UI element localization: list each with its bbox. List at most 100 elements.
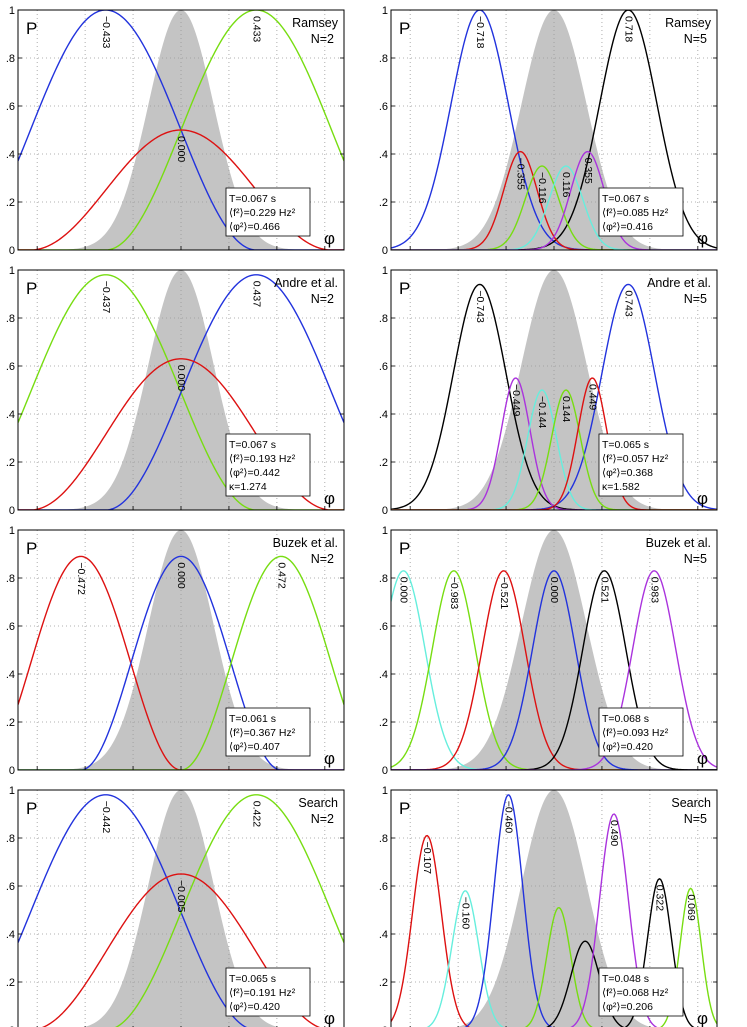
n-label: N=2	[311, 292, 334, 306]
peak-label: 0.355	[582, 158, 594, 184]
stats-line: ⟨φ²⟩=0.420	[229, 1001, 280, 1013]
y-tick-label: .4	[6, 669, 15, 681]
series-line-green	[18, 555, 344, 770]
stats-line: ⟨f²⟩=0.085 Hz²	[602, 207, 669, 219]
stats-box	[225, 433, 311, 497]
y-tick-label: .4	[379, 149, 388, 161]
stats-line: ⟨φ²⟩=0.466	[229, 221, 280, 233]
stats-line: κ=1.274	[229, 481, 267, 493]
peak-label: −0.718	[474, 16, 486, 49]
series-line-cyan	[391, 165, 717, 250]
peak-label: 0.069	[685, 894, 697, 920]
y-tick-label: .2	[6, 717, 15, 729]
series-line-blue	[18, 274, 344, 510]
peak-label: −0.442	[100, 801, 112, 834]
y-tick-label: 0	[382, 1025, 388, 1027]
series-line-red	[18, 555, 344, 770]
peak-label: −0.160	[460, 897, 472, 930]
y-axis-label: P	[399, 279, 410, 298]
peak-label: 0.437	[250, 281, 262, 307]
peak-label: 0.144	[560, 396, 572, 422]
n-label: N=5	[684, 32, 707, 46]
chart-panel: −0.442 0.422 −0.005 0 .2 .4 .6 .8 1Pφ Search N=2 T=…	[6, 785, 345, 1027]
stats-line: T=0.065 s	[602, 439, 649, 451]
peak-label: 0.000	[175, 365, 187, 391]
n-label: N=5	[684, 552, 707, 566]
chart-panel: −0.472 0.000 0.472 0 .2 .4 .6 .8 1Pφ Buzek et al.…	[6, 525, 345, 777]
stats-box	[598, 707, 684, 757]
series-line-green	[115, 794, 344, 1027]
y-tick-label: 1	[382, 5, 388, 17]
y-tick-label: .4	[379, 669, 388, 681]
y-tick-label: 1	[9, 265, 15, 277]
x-axis-label: φ	[697, 489, 708, 508]
stats-line: ⟨φ²⟩=0.442	[229, 467, 280, 479]
stats-line: T=0.068 s	[602, 713, 649, 725]
series-line-purple	[391, 570, 717, 770]
y-tick-label: .2	[379, 977, 388, 989]
series-line-green	[391, 389, 717, 510]
peak-label: −0.743	[474, 290, 486, 323]
y-tick-label: .8	[379, 53, 388, 65]
peak-label: 0.433	[250, 16, 262, 42]
y-tick-label: .4	[6, 149, 15, 161]
peak-label: 0.422	[250, 801, 262, 827]
peak-label: −0.005	[175, 880, 187, 913]
stats-box	[598, 433, 684, 497]
y-axis-label: P	[399, 799, 410, 818]
peak-label: 0.449	[587, 384, 599, 410]
stats-line: ⟨f²⟩=0.229 Hz²	[229, 207, 296, 219]
stats-line: T=0.048 s	[602, 973, 649, 985]
stats-line: ⟨f²⟩=0.193 Hz²	[229, 453, 296, 465]
y-tick-label: 1	[9, 785, 15, 797]
x-axis-label: φ	[324, 489, 335, 508]
y-tick-label: 0	[9, 765, 15, 777]
peak-label: −0.144	[536, 396, 548, 429]
y-tick-label: 1	[382, 265, 388, 277]
y-tick-label: 1	[9, 525, 15, 537]
x-axis-label: φ	[697, 749, 708, 768]
peak-label: −0.116	[536, 172, 548, 204]
stats-box	[598, 967, 684, 1017]
y-tick-label: .6	[379, 881, 388, 893]
method-label: Andre et al.	[647, 276, 711, 290]
stats-line: ⟨φ²⟩=0.420	[602, 741, 653, 753]
y-tick-label: .2	[6, 197, 15, 209]
method-label: Buzek et al.	[273, 536, 338, 550]
stats-line: ⟨φ²⟩=0.206	[602, 1001, 653, 1013]
y-tick-label: 1	[9, 5, 15, 17]
series-line-red	[391, 834, 470, 1027]
y-tick-label: .8	[379, 833, 388, 845]
series-line-green	[524, 906, 593, 1027]
peak-label: 0.000	[548, 577, 560, 603]
peak-label: −0.460	[503, 801, 515, 834]
method-label: Search	[298, 796, 338, 810]
y-tick-label: .2	[379, 717, 388, 729]
y-tick-label: .8	[6, 833, 15, 845]
method-label: Ramsey	[292, 16, 339, 30]
series-line-green	[391, 570, 717, 770]
series-line-cyan	[391, 570, 717, 770]
stats-line: ⟨f²⟩=0.367 Hz²	[229, 727, 296, 739]
chart-panel: −0.107 −0.160 −0.460 0.490 0.322 0.069 0 .2 .4 .6…	[379, 785, 718, 1027]
stats-line: ⟨φ²⟩=0.416	[602, 221, 653, 233]
y-axis-label: P	[26, 19, 37, 38]
stats-box	[225, 707, 311, 757]
peak-label: −0.449	[510, 384, 522, 417]
peak-label: 0.116	[560, 172, 572, 198]
y-tick-label: .6	[379, 621, 388, 633]
peak-label: −0.433	[100, 16, 112, 49]
peak-label: −0.355	[515, 158, 527, 191]
n-label: N=2	[311, 32, 334, 46]
plot-frame	[390, 789, 718, 1027]
y-tick-label: .2	[6, 457, 15, 469]
y-axis-label: P	[26, 539, 37, 558]
y-tick-label: .6	[6, 361, 15, 373]
y-tick-label: .8	[6, 313, 15, 325]
peak-label: −0.437	[100, 281, 112, 314]
y-tick-label: .4	[6, 929, 15, 941]
stats-box	[598, 187, 684, 237]
y-tick-label: 0	[9, 505, 15, 517]
y-tick-label: .2	[6, 977, 15, 989]
y-tick-label: 0	[382, 765, 388, 777]
